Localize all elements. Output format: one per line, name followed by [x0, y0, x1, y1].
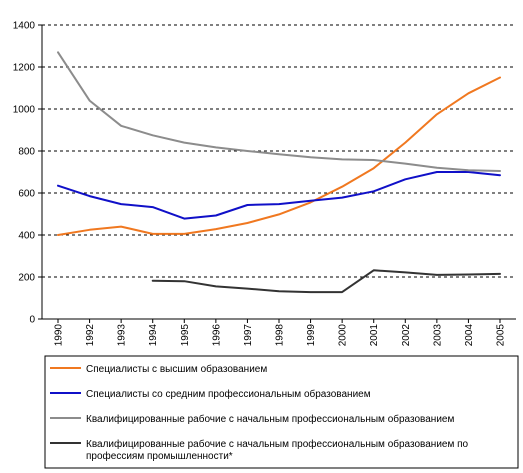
- x-tick-label: 2003: [432, 324, 443, 347]
- x-tick-label: 1997: [243, 324, 254, 347]
- x-tick-label: 1996: [211, 324, 222, 347]
- legend: Специалисты с высшим образованием Специал…: [44, 355, 519, 469]
- x-tick-label: 2000: [338, 324, 349, 347]
- x-tick-label: 2001: [369, 324, 380, 347]
- y-tick-label: 1400: [13, 21, 36, 32]
- series-line-2: [57, 171, 501, 220]
- gridlines: [42, 24, 516, 278]
- series-line-4: [151, 269, 501, 294]
- legend-label-4: Квалифицированные рабочие с начальным пр…: [86, 438, 469, 462]
- legend-label-2: Специалисты со средним профессиональным …: [86, 388, 371, 400]
- x-tick-label: 1998: [275, 324, 286, 347]
- legend-label-1: Специалисты с высшим образованием: [86, 363, 267, 375]
- y-tick-labels: 0 200 400 600 800 1000 1200 1400: [13, 21, 36, 326]
- y-tick-label: 1000: [13, 105, 36, 116]
- x-tick-label: 2004: [464, 324, 475, 347]
- y-tick-label: 800: [18, 147, 35, 158]
- y-tick-label: 400: [18, 231, 35, 242]
- x-tick-label: 1994: [148, 324, 159, 347]
- y-tick-label: 600: [18, 189, 35, 200]
- x-tick-label: 1992: [85, 324, 96, 347]
- series-line-3: [57, 51, 501, 172]
- y-tick-label: 0: [29, 315, 35, 326]
- x-tick-label: 1990: [54, 324, 65, 347]
- series-lines: [57, 51, 501, 294]
- x-tick-label: 1995: [180, 324, 191, 347]
- axes: [38, 24, 516, 323]
- x-tick-label: 2002: [401, 324, 412, 347]
- x-tick-labels: 1990 1992 1993 1994 1995 1996 1997 1998 1999 2000…: [54, 324, 507, 347]
- x-tick-label: 1993: [117, 324, 128, 347]
- x-tick-label: 1999: [306, 324, 317, 347]
- series-line-1: [57, 76, 501, 236]
- y-tick-label: 200: [18, 273, 35, 284]
- x-tick-label: 2005: [496, 324, 507, 347]
- y-tick-label: 1200: [13, 63, 36, 74]
- legend-box: [44, 355, 519, 469]
- legend-label-3: Квалифицированные рабочие с начальным пр…: [86, 413, 454, 425]
